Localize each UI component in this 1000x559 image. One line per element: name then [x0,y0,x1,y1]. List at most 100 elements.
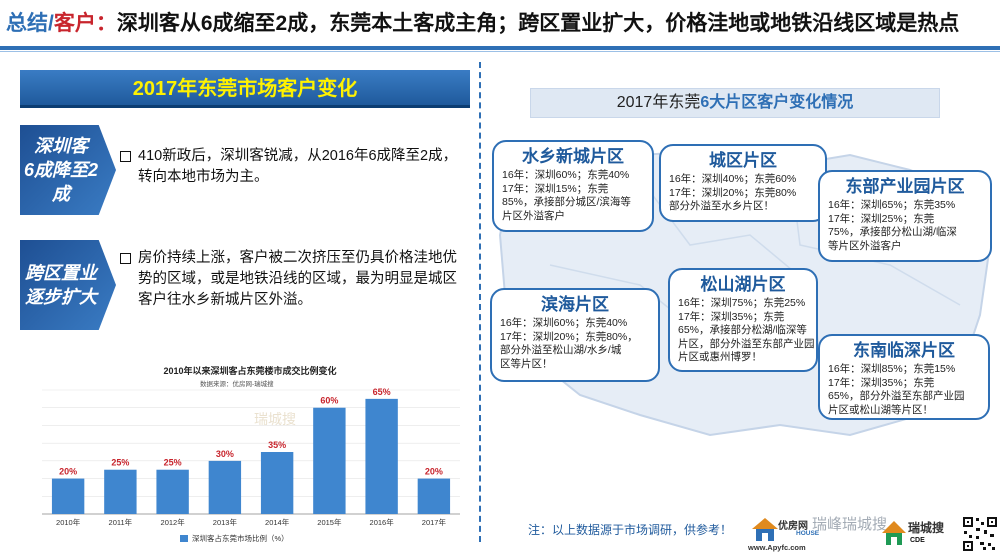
area-card-line: 65%，承接部分松湖/临深等 [678,324,807,336]
area-card-dongnan: 东南临深片区 16年：深圳85%；东莞15% 17年：深圳35%；东莞 65%，… [818,334,990,420]
tag-shenzhen-line2: 6成降至2成 [23,160,99,204]
area-card-title: 水乡新城片区 [522,147,624,166]
bullet-text: 房价持续上涨，客户被二次挤压至仍具价格洼地优势的区域，或是地铁沿线的区域，最为明… [138,250,457,308]
map-title: 2017年东莞6大片区客户变化情况 [530,88,940,118]
chart-tick-label: 2015年 [317,517,342,527]
tag-cross-line2: 逐步扩大 [25,287,97,307]
data-note: 注：以上数据源于市场调研，供参考！ [528,523,733,537]
chart-source: 数据来源：优房网-瑞城搜 [200,381,274,388]
chart-tick-label: 2016年 [370,517,395,527]
chart-tick-label: 2010年 [56,517,81,527]
chart-data-label: 65% [373,387,391,397]
tag-shenzhen-line1: 深圳客 [34,136,88,156]
logo-ruichengsou: 瑞城搜 CDE [880,515,960,555]
logo-youfang: 优房网 HOUSE www.Apyfc.com [748,513,826,553]
area-card-line: 16年：深圳65%；东莞35% [828,199,956,211]
chart-bar [156,469,189,514]
chart-bar [260,452,294,514]
headline-colon: ： [95,12,117,35]
area-card-title: 滨海片区 [541,295,609,314]
area-card-songshanhu: 松山湖片区 16年：深圳75%；东莞25% 17年：深圳35%；东莞 65%，承… [668,268,818,372]
chart-data-label: 30% [216,449,234,459]
chart-bar [417,478,451,514]
chart-tick-label: 2011年 [109,517,133,527]
area-card-line: 16年：深圳60%；东莞40% [500,317,628,329]
chart-tick-label: 2013年 [213,517,238,527]
area-card-dongbu: 东部产业园片区 16年：深圳65%；东莞35% 17年：深圳25%；东莞 75%… [818,170,992,262]
logo1-sub: HOUSE [796,530,820,537]
area-card-line: 75%，承接部分松山湖/临深 [828,226,957,238]
bullet-shenzhen-decline: 410新政后，深圳客锐减，从2016年6成降至2成，转向本地市场为主。 [120,146,470,188]
chart-tick-label: 2017年 [422,517,447,527]
headline: 总结/客户：深圳客从6成缩至2成，东莞本土客成主角；跨区置业扩大，价格洼地或地铁… [6,6,996,42]
area-card-line: 17年：深圳25%；东莞 [828,212,935,225]
logo1-name: 优房网 [778,521,808,532]
area-card-title: 东部产业园片区 [845,177,965,196]
chart-tick-label: 2014年 [265,517,290,527]
tag-cross-line1: 跨区置业 [25,263,97,283]
chart-data-label: 60% [320,396,338,406]
area-card-line: 85%，承接部分城区/滨海等 [502,196,631,208]
area-card-line: 16年：深圳60%；东莞40% [502,169,630,181]
chart-legend: 深圳客占东莞市场比例（%） [180,533,289,544]
chart-tick-label: 2012年 [161,517,186,527]
headline-summary: 深圳客从6成缩至2成，东莞本土客成主角；跨区置业扩大，价格洼地或地铁沿线区域是热… [116,12,960,35]
headline-category-summary: 总结/ [6,12,54,35]
chart-title: 2010年以来深圳客占东莞楼市成交比例变化 [163,366,337,376]
legend-label: 深圳客占东莞市场比例（%） [192,534,289,543]
area-card-line: 16年：深圳40%；东莞60% [669,173,797,185]
wechat-watermark: 瑞峰瑞城搜 [812,516,888,533]
area-card-shuixiang: 水乡新城片区 16年：深圳60%；东莞40% 17年：深圳15%；东莞 85%，… [492,140,654,232]
header-rule [0,46,1000,50]
chart-data-label: 20% [59,467,77,477]
area-card-line: 65%，部分外溢至东部产业园 [828,390,965,402]
logo2-sub: CDE [910,537,925,544]
bullet-price-rise: 房价持续上涨，客户被二次挤压至仍具价格洼地优势的区域，或是地铁沿线的区域，最为明… [120,248,470,311]
bar-chart-svg: 20% 2010年 25% 2011年 25% 2012年 30% 2013年 35% 2014年… [42,387,460,527]
area-card-chengqu: 城区片区 16年：深圳40%；东莞60% 17年：深圳20%；东莞80% 部分外… [659,144,827,222]
chart-data-label: 25% [111,458,129,468]
area-card-line: 片区或惠州博罗！ [678,351,762,363]
headline-category-customer: 客户 [53,12,96,35]
bar-chart: 20% 2010年 25% 2011年 25% 2012年 30% 2013年 35% 2014年… [20,364,470,554]
qr-code-icon [962,516,998,552]
chart-bar [104,469,137,514]
chart-data-label: 35% [268,440,286,450]
chart-data-label: 25% [164,458,182,468]
chart-watermark: 瑞城搜 [254,412,296,428]
area-card-binhai: 滨海片区 16年：深圳60%；东莞40% 17年：深圳20%；东莞80%， 部分… [490,288,660,382]
area-card-line: 部分外溢至松山湖/水乡/城 [500,344,622,356]
area-card-line: 17年：深圳15%；东莞 [502,182,609,195]
chart-bar [313,407,346,514]
checkbox-square-icon [120,151,131,162]
chart-bar [51,478,85,514]
ruicheng-logo-icon [882,521,906,545]
area-card-title: 城区片区 [709,151,777,170]
area-card-line: 16年：深圳85%；东莞15% [828,363,956,375]
house-logo-icon [752,518,778,541]
area-card-line: 片区，部分外溢至东部产业园 [678,337,815,350]
area-card-line: 17年：深圳20%；东莞80% [669,186,797,199]
left-section-title: 2017年东莞市场客户变化 [20,70,470,108]
area-card-title: 松山湖片区 [700,275,786,294]
area-card-line: 部分外溢至水乡片区！ [669,200,774,212]
chart-bar [208,460,242,514]
chart-data-label: 20% [425,467,443,477]
checkbox-square-icon [120,253,131,264]
logo1-url: www.Apyfc.com [748,543,806,552]
bullet-text: 410新政后，深圳客锐减，从2016年6成降至2成，转向本地市场为主。 [138,148,458,185]
area-card-line: 片区外溢客户 [502,209,565,222]
area-card-line: 等片区外溢客户 [828,239,902,252]
area-card-line: 16年：深圳75%；东莞25% [678,297,806,309]
legend-swatch [180,535,188,542]
area-card-line: 17年：深圳35%；东莞 [678,310,785,323]
header-rule-thin [0,51,1000,52]
map-title-highlight: 6大片区客户变化情况 [700,94,854,111]
tag-cross-region: 跨区置业 逐步扩大 [20,240,116,330]
area-card-line: 片区或松山湖等片区！ [828,403,933,416]
map-title-prefix: 2017年东莞 [616,94,701,111]
logo2-name: 瑞城搜 [908,521,945,535]
area-card-line: 17年：深圳35%；东莞 [828,376,935,389]
area-card-line: 17年：深圳20%；东莞80%， [500,330,638,343]
headline-category: 总结/客户： [6,12,117,35]
